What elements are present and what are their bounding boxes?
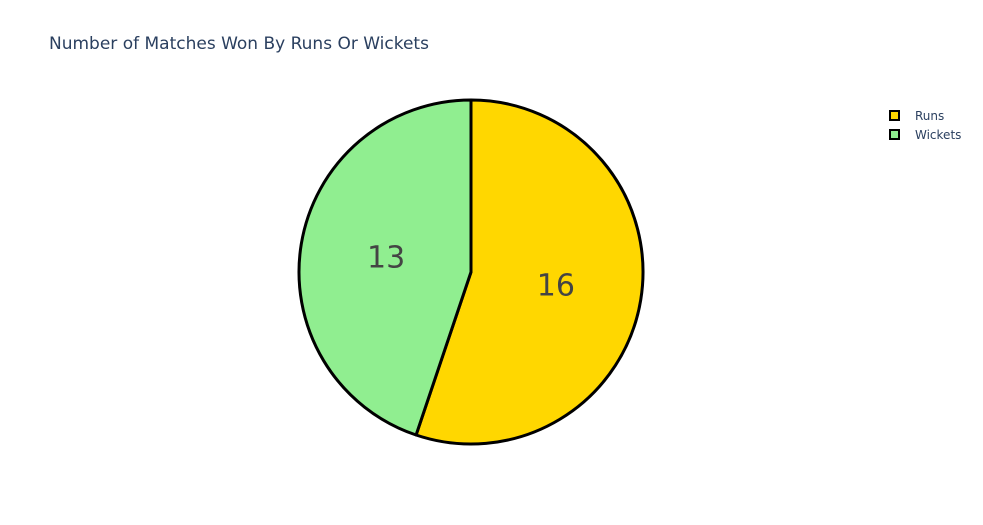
legend-swatch-wickets [889,129,900,140]
legend-swatch-runs [889,110,900,121]
legend-item-runs[interactable]: Runs [889,106,961,125]
slice-label-runs: 16 [537,268,575,303]
legend-item-wickets[interactable]: Wickets [889,125,961,144]
legend-label-wickets: Wickets [915,128,961,142]
slice-label-wickets: 13 [367,241,405,276]
legend: Runs Wickets [889,106,961,144]
pie-slices [299,100,643,444]
legend-label-runs: Runs [915,109,944,123]
